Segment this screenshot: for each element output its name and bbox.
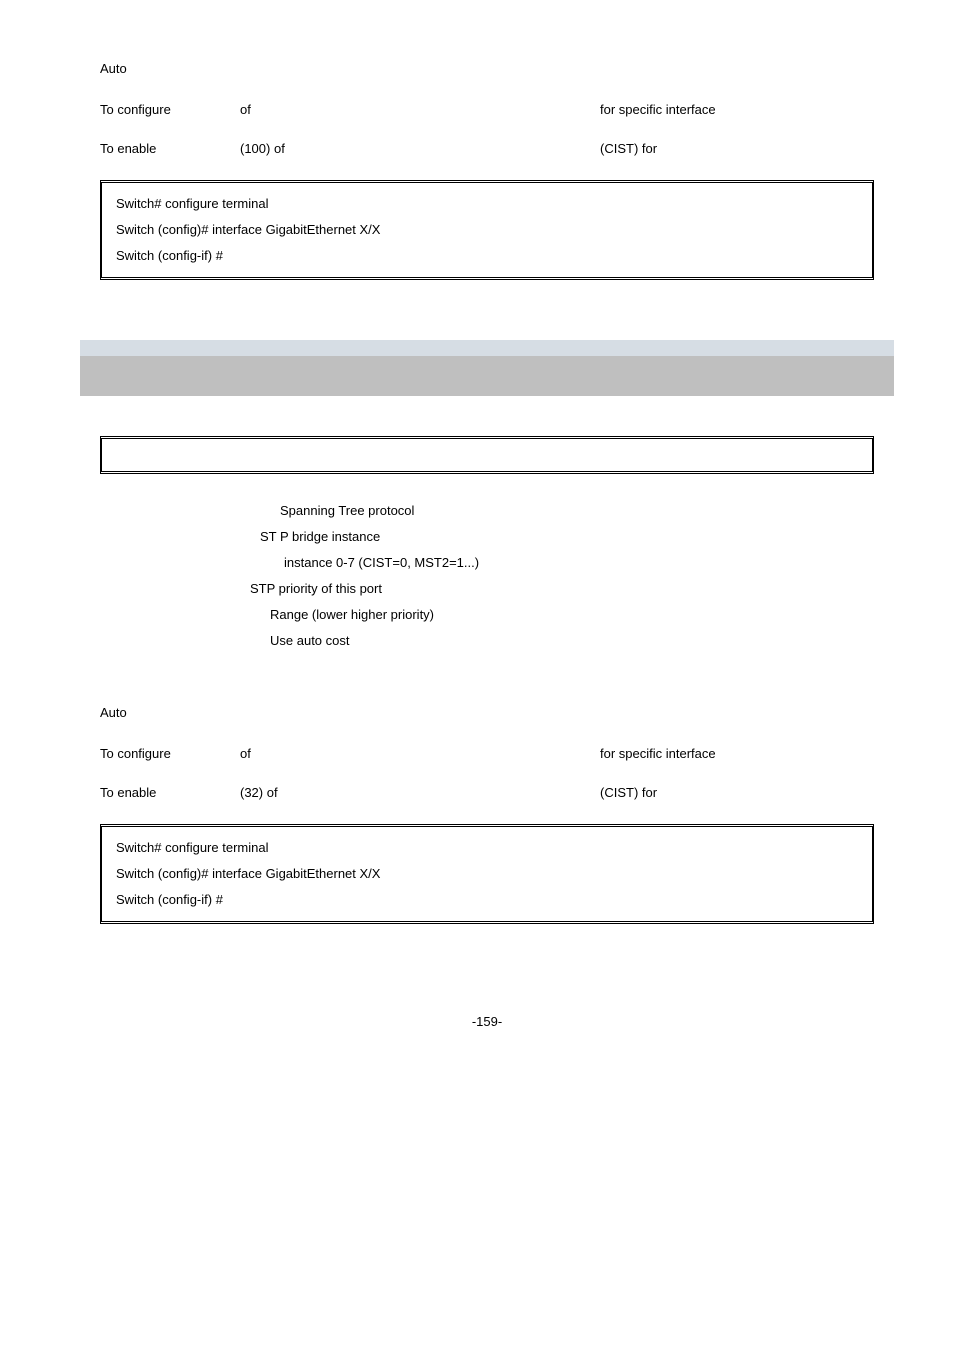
configure-row-bottom: To configure of for specific interface — [100, 746, 874, 761]
code-line: Switch (config-if) # — [116, 887, 858, 913]
code-line: Switch# configure terminal — [116, 835, 858, 861]
configure-tail: for specific interface — [600, 746, 716, 761]
param-line: Use auto cost — [270, 628, 874, 654]
param-line: Range (lower higher priority) — [270, 602, 874, 628]
enable-tail: (CIST) for — [600, 785, 657, 800]
enable-row-bottom: To enable (32) of (CIST) for — [100, 785, 874, 800]
enable-label: To enable — [100, 785, 240, 800]
section-banner — [80, 340, 894, 396]
code-line: Switch (config)# interface GigabitEthern… — [116, 861, 858, 887]
syntax-box — [100, 436, 874, 474]
configure-of: of — [240, 102, 600, 117]
param-line: Spanning Tree protocol — [280, 498, 874, 524]
enable-val: (100) of — [240, 141, 600, 156]
configure-tail: for specific interface — [600, 102, 716, 117]
enable-tail: (CIST) for — [600, 141, 657, 156]
enable-row-top: To enable (100) of (CIST) for — [100, 141, 874, 156]
enable-label: To enable — [100, 141, 240, 156]
param-list: Spanning Tree protocol ST P bridge insta… — [260, 498, 874, 654]
configure-row-top: To configure of for specific interface — [100, 102, 874, 117]
param-line: ST P bridge instance — [260, 524, 874, 550]
code-line: Switch (config-if) # — [116, 243, 858, 269]
page-number: -159- — [100, 1014, 874, 1029]
param-line: STP priority of this port — [250, 576, 874, 602]
code-box-top: Switch# configure terminal Switch (confi… — [100, 180, 874, 280]
code-line: Switch# configure terminal — [116, 191, 858, 217]
code-box-bottom: Switch# configure terminal Switch (confi… — [100, 824, 874, 924]
param-line: instance 0-7 (CIST=0, MST2=1...) — [284, 550, 874, 576]
code-line: Switch (config)# interface GigabitEthern… — [116, 217, 858, 243]
enable-val: (32) of — [240, 785, 600, 800]
configure-label: To configure — [100, 102, 240, 117]
auto-label-top: Auto — [100, 60, 874, 78]
auto-label-bottom: Auto — [100, 704, 874, 722]
configure-of: of — [240, 746, 600, 761]
configure-label: To configure — [100, 746, 240, 761]
